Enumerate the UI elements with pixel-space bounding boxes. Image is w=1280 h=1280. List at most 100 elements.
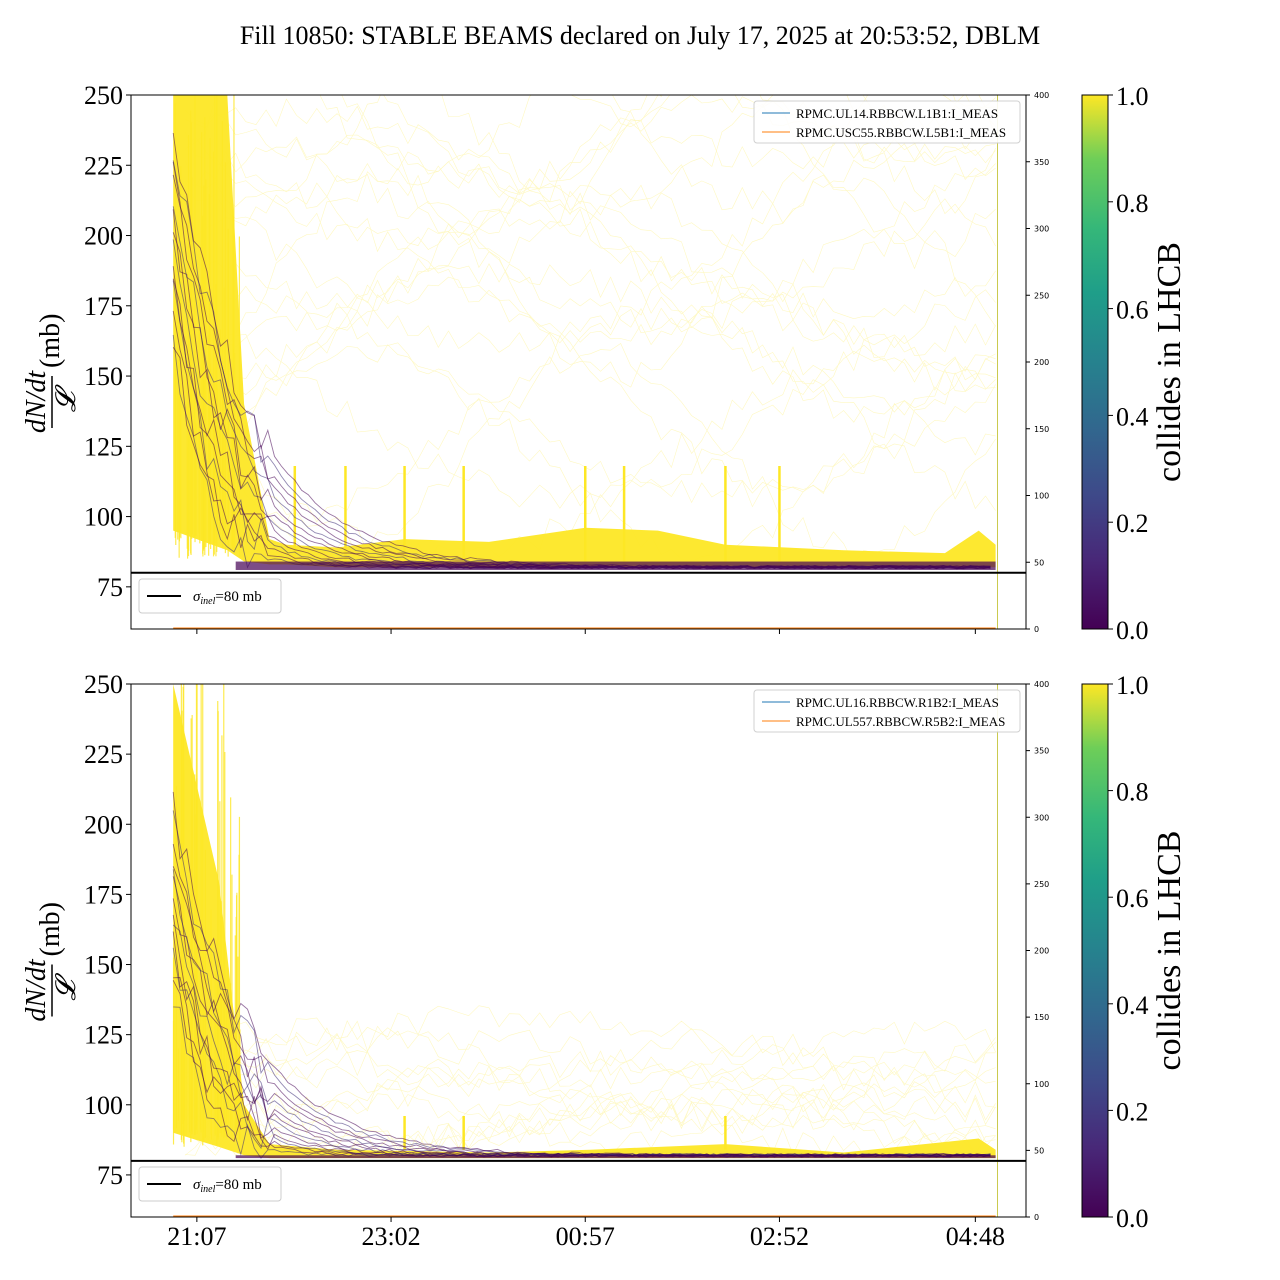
y2-tick-label: 0 (1034, 625, 1039, 634)
faint-trace (184, 1050, 996, 1123)
threshold-legend: σinel=80 mb (138, 1166, 282, 1202)
legend-box (753, 689, 1021, 733)
threshold-legend-label: σinel=80 mb (193, 589, 262, 607)
threshold-legend: σinel=80 mb (138, 578, 282, 614)
threshold-symbol: σ (193, 1177, 201, 1193)
y2-tick-label: 350 (1034, 747, 1049, 756)
x-tick-label: 02:52 (750, 1222, 809, 1251)
y-tick-label: 175 (84, 880, 123, 909)
y-tick-label: 200 (84, 222, 123, 251)
y2-tick-label: 100 (1034, 492, 1049, 501)
faint-trace (184, 1005, 996, 1072)
y2-tick-label: 0 (1034, 1213, 1039, 1222)
plot-content (172, 684, 999, 1217)
colorbar: 0.0 0.2 0.4 0.6 0.8 1.0 collides in LHCB (1081, 82, 1188, 645)
faint-trace (184, 1051, 996, 1122)
faint-trace (184, 1081, 996, 1152)
y-label-denominator: 𝓛 (51, 973, 82, 1001)
y-label-numerator: dN/dt (21, 370, 52, 433)
y2-tick-label: 50 (1034, 1146, 1044, 1155)
faint-trace (184, 208, 996, 423)
y-tick-label: 225 (84, 151, 123, 180)
y-label-denominator: 𝓛 (51, 384, 82, 412)
panels: 75 100 125 150 175 200 225 250 0 50 100 150 200 250 30… (21, 81, 1188, 1251)
threshold-subscript: inel (200, 596, 215, 607)
faint-trace (184, 1028, 996, 1099)
faint-trace (184, 1092, 996, 1156)
faint-trace (184, 1017, 996, 1090)
y2-tick-label: 300 (1034, 225, 1049, 234)
y-label-unit: (mb) (35, 902, 66, 956)
colorbar-gradient (1081, 683, 1109, 1218)
y2-tick-label: 200 (1034, 947, 1049, 956)
faint-trace (184, 263, 996, 456)
threshold-value: =80 mb (215, 589, 261, 605)
y-label-unit: (mb) (35, 314, 66, 368)
baseline-band (235, 1155, 996, 1159)
faint-trace (184, 98, 996, 320)
y-tick-label: 225 (84, 740, 123, 769)
faint-trace (184, 308, 996, 523)
faint-trace (184, 344, 996, 563)
colorbar-gradient (1081, 94, 1109, 630)
colorbar-tick-label: 0.2 (1116, 509, 1149, 538)
y-tick-label: 75 (97, 1161, 123, 1190)
y2-tick-label: 150 (1034, 425, 1049, 434)
faint-trace (184, 351, 996, 568)
legend-entry: RPMC.UL16.RBBCW.R1B2:I_MEAS (796, 695, 999, 710)
colorbar-label: collides in LHCB (1151, 242, 1188, 482)
faint-trace (184, 285, 996, 508)
y-tick-label: 250 (84, 81, 123, 110)
faint-trace (184, 289, 996, 509)
colorbar-tick-label: 0.8 (1116, 189, 1149, 218)
colorbar-tick-label: 0.0 (1116, 1204, 1149, 1233)
y2-tick-label: 200 (1034, 358, 1049, 367)
x-tick-label: 04:48 (946, 1222, 1005, 1251)
threshold-legend-box (138, 578, 282, 614)
threshold-value: =80 mb (215, 1177, 261, 1193)
legend-entry: RPMC.UL14.RBBCW.L1B1:I_MEAS (796, 106, 998, 121)
faint-trace (184, 163, 996, 381)
threshold-legend-label: σinel=80 mb (193, 1177, 262, 1195)
faint-trace (184, 95, 996, 312)
y-tick-label: 125 (84, 1021, 123, 1050)
series-legend: RPMC.UL14.RBBCW.L1B1:I_MEAS RPMC.USC55.RB… (753, 100, 1021, 144)
legend-entry: RPMC.USC55.RBBCW.L5B1:I_MEAS (796, 125, 1006, 140)
y-tick-label: 250 (84, 670, 123, 699)
faint-traces (184, 1005, 996, 1156)
faint-trace (383, 95, 996, 198)
y-tick-label: 175 (84, 292, 123, 321)
faint-trace (184, 134, 996, 356)
faint-trace (184, 1050, 996, 1122)
y-axis-label: dN/dt 𝓛 (mb) (21, 314, 82, 434)
chart-panel-2: 75 100 125 150 175 200 225 250 0 50 100 150 200 250 30… (21, 670, 1188, 1251)
y-axis-label: dN/dt 𝓛 (mb) (21, 902, 82, 1022)
colorbar-tick-label: 0.2 (1116, 1097, 1149, 1126)
y-label-numerator: dN/dt (21, 958, 52, 1021)
y-tick-label: 200 (84, 810, 123, 839)
chart-panel-1: 75 100 125 150 175 200 225 250 0 50 100 150 200 250 30… (21, 81, 1188, 645)
y2-tick-label: 250 (1034, 880, 1049, 889)
y2-tick-label: 250 (1034, 291, 1049, 300)
colorbar-tick-label: 0.6 (1116, 296, 1149, 325)
y2-tick-label: 50 (1034, 558, 1044, 567)
colorbar-tick-label: 0.4 (1116, 402, 1149, 431)
threshold-legend-box (138, 1166, 282, 1202)
faint-trace (184, 136, 996, 346)
baseline-band (235, 561, 996, 570)
y-tick-label: 150 (84, 951, 123, 980)
colorbar-label: collides in LHCB (1151, 831, 1188, 1071)
faint-trace (570, 95, 996, 170)
x-tick-label: 00:57 (556, 1222, 615, 1251)
colorbar-tick-label: 0.8 (1116, 778, 1149, 807)
plot-area (131, 684, 1026, 1217)
colliding-band (173, 95, 996, 568)
y-tick-label: 100 (84, 1091, 123, 1120)
figure-title: Fill 10850: STABLE BEAMS declared on Jul… (240, 21, 1040, 50)
faint-trace (184, 276, 996, 494)
legend-entry: RPMC.UL557.RBBCW.R5B2:I_MEAS (796, 714, 1005, 729)
y2-tick-label: 400 (1034, 91, 1049, 100)
faint-trace (184, 143, 996, 353)
legend-box (753, 100, 1021, 144)
